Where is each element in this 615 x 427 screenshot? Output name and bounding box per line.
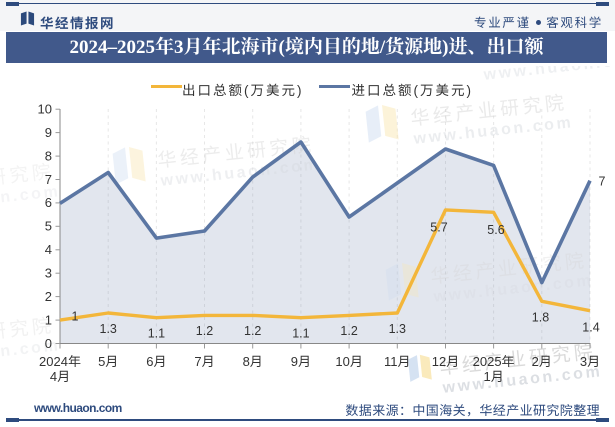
svg-text:7: 7 [599,174,606,188]
svg-text:华经产业研究院: 华经产业研究院 [479,28,615,66]
svg-text:1月: 1月 [483,369,503,384]
svg-text:2: 2 [45,289,52,304]
svg-text:3月: 3月 [580,354,600,369]
svg-text:1.2: 1.2 [196,324,213,338]
svg-text:0: 0 [45,336,52,351]
svg-text:6: 6 [45,195,52,210]
svg-text:1: 1 [45,312,52,327]
svg-text:1.4: 1.4 [582,320,599,334]
svg-text:1.8: 1.8 [532,311,549,325]
svg-text:11月: 11月 [384,354,411,369]
svg-text:4: 4 [45,242,52,257]
svg-text:1.1: 1.1 [148,327,165,341]
svg-text:4月: 4月 [50,369,70,384]
svg-text:8: 8 [45,148,52,163]
svg-text:1: 1 [72,309,79,323]
svg-text:5.6: 5.6 [487,223,504,237]
svg-text:7: 7 [45,172,52,187]
svg-text:1.2: 1.2 [244,324,261,338]
svg-text:1.3: 1.3 [100,322,117,336]
svg-text:1.1: 1.1 [292,327,309,341]
svg-text:1.2: 1.2 [340,324,357,338]
svg-text:8月: 8月 [243,354,263,369]
svg-text:10月: 10月 [335,354,362,369]
svg-text:6月: 6月 [146,354,166,369]
svg-text:9: 9 [45,125,52,140]
svg-text:2024年: 2024年 [39,354,81,369]
svg-text:2月: 2月 [532,354,552,369]
svg-text:2025年: 2025年 [473,354,515,369]
svg-text:10: 10 [38,102,52,117]
svg-text:7月: 7月 [194,354,214,369]
svg-text:1.3: 1.3 [389,322,406,336]
svg-text:www.huaon.com: www.huaon.com [482,50,615,84]
svg-text:5: 5 [45,219,52,234]
svg-text:9月: 9月 [291,354,311,369]
svg-text:3: 3 [45,266,52,281]
svg-text:12月: 12月 [432,354,459,369]
svg-text:5.7: 5.7 [430,220,447,234]
svg-text:5月: 5月 [98,354,118,369]
